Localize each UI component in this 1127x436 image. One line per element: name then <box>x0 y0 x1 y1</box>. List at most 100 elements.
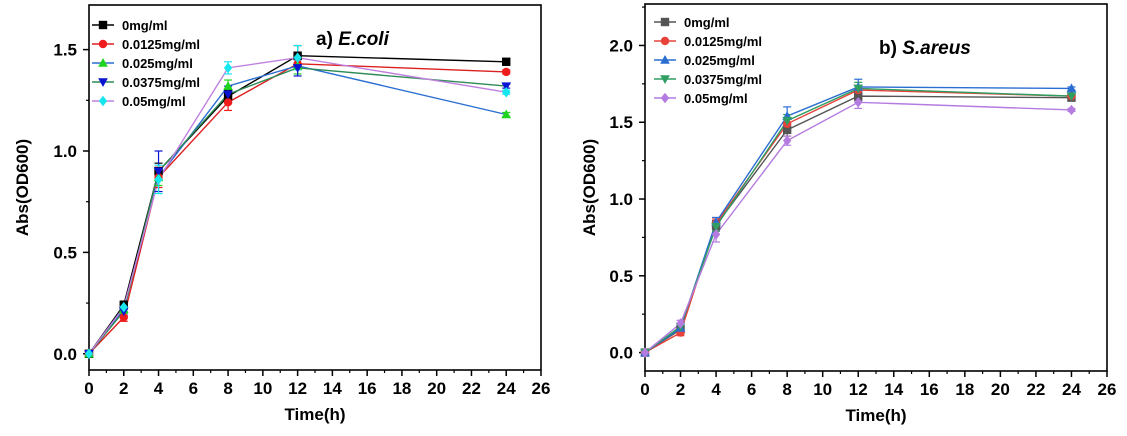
x-tick-label-ecoli: 6 <box>189 379 198 398</box>
y-tick-label-ecoli: 1.5 <box>53 41 77 60</box>
x-tick-label-saureus: 6 <box>747 380 756 399</box>
data-point-saureus <box>711 229 721 240</box>
x-tick-label-ecoli: 22 <box>462 379 481 398</box>
x-tick-label-saureus: 26 <box>1098 380 1117 399</box>
data-point-saureus <box>711 222 721 232</box>
data-point-ecoli <box>153 167 164 177</box>
data-point-saureus <box>782 125 792 135</box>
x-axis-title-saureus: Time(h) <box>845 406 906 425</box>
legend-marker-saureus <box>660 54 670 64</box>
data-point-saureus <box>1066 92 1077 102</box>
data-point-ecoli <box>501 82 512 92</box>
legend-marker-ecoli <box>98 57 108 67</box>
data-point-ecoli <box>84 348 94 360</box>
data-point-ecoli <box>154 174 163 185</box>
series-line-saureus <box>644 95 1072 354</box>
series-line-saureus <box>644 101 1072 354</box>
panel-title-ecoli: a) E.coli <box>316 29 390 50</box>
data-point-ecoli <box>293 52 302 63</box>
x-tick-label-ecoli: 14 <box>323 379 342 398</box>
data-point-ecoli <box>292 64 303 73</box>
legend-marker-saureus <box>660 92 670 104</box>
series-line-saureus <box>644 86 1072 354</box>
series-line-ecoli <box>88 57 507 355</box>
legend-marker-ecoli <box>98 39 108 49</box>
data-point-ecoli <box>502 86 511 98</box>
chart-saureus: 0 2 4 6 8 10 12 14 16 18 20 22 24 260.00.51.01.52.0Ti… <box>580 3 1117 425</box>
y-tick-label-ecoli: 1.0 <box>53 142 77 161</box>
legend-label-ecoli: 0.05mg/ml <box>122 94 186 109</box>
data-point-saureus <box>676 318 685 329</box>
x-tick-label-ecoli: 12 <box>288 379 307 398</box>
legend-label-ecoli: 0.025mg/ml <box>122 56 193 71</box>
x-tick-label-ecoli: 10 <box>253 379 272 398</box>
x-tick-label-saureus: 24 <box>1062 380 1081 399</box>
y-tick-label-saureus: 1.0 <box>609 190 633 209</box>
x-tick-label-saureus: 0 <box>640 380 649 399</box>
x-tick-label-saureus: 10 <box>813 380 832 399</box>
panel-letter-saureus: b) <box>879 38 902 59</box>
data-point-saureus <box>854 91 863 101</box>
series-line-ecoli <box>88 63 507 355</box>
x-tick-label-saureus: 2 <box>676 380 685 399</box>
data-point-ecoli <box>223 62 233 74</box>
data-point-ecoli <box>502 67 511 77</box>
x-tick-label-ecoli: 16 <box>358 379 377 398</box>
x-tick-label-saureus: 12 <box>849 380 868 399</box>
organism-name-saureus: S.areus <box>902 38 971 59</box>
data-point-ecoli <box>223 81 233 90</box>
data-point-ecoli <box>223 98 233 107</box>
legend-label-saureus: 0.0125mg/ml <box>684 34 762 49</box>
legend-label-saureus: 0.025mg/ml <box>684 53 755 68</box>
x-tick-label-saureus: 8 <box>782 380 791 399</box>
legend-label-ecoli: 0.0375mg/ml <box>122 75 200 90</box>
x-tick-label-saureus: 22 <box>1026 380 1045 399</box>
legend-marker-saureus <box>660 17 670 27</box>
x-tick-label-ecoli: 2 <box>119 379 128 398</box>
data-point-ecoli <box>502 57 511 66</box>
data-point-saureus <box>1066 83 1077 93</box>
legend-marker-ecoli <box>98 20 108 30</box>
legend-marker-ecoli <box>98 78 108 88</box>
legend-label-ecoli: 0.0125mg/ml <box>122 37 200 52</box>
chart-panel-ecoli: 0 2 4 6 8 10 12 14 16 18 20 22 24 26 0.0 0.5 1.0 1.5 Time(… <box>0 0 560 436</box>
legend-marker-saureus <box>660 75 670 85</box>
data-point-ecoli <box>501 109 512 119</box>
series-line-ecoli <box>88 67 507 355</box>
y-tick-label-ecoli: 0.5 <box>53 243 77 262</box>
data-point-saureus <box>1067 104 1076 116</box>
series-line-saureus <box>644 87 1072 354</box>
y-axis-title-saureus: Abs(OD600) <box>580 139 599 236</box>
y-tick-label-saureus: 1.5 <box>609 113 633 132</box>
chart-ecoli: 0 2 4 6 8 10 12 14 16 18 20 22 24 260.00.51.01.5Time(… <box>13 4 551 424</box>
x-axis-title-ecoli: Time(h) <box>284 405 345 424</box>
x-tick-label-saureus: 16 <box>920 380 939 399</box>
x-tick-label-ecoli: 8 <box>223 379 232 398</box>
x-tick-label-ecoli: 20 <box>427 379 446 398</box>
x-tick-label-ecoli: 26 <box>532 379 551 398</box>
y-axis-title-ecoli: Abs(OD600) <box>13 139 32 236</box>
data-point-saureus <box>782 116 792 126</box>
x-tick-label-ecoli: 0 <box>84 379 93 398</box>
legend-marker-ecoli <box>98 95 108 107</box>
x-tick-label-ecoli: 18 <box>392 379 411 398</box>
x-tick-label-ecoli: 4 <box>154 379 164 398</box>
y-tick-label-saureus: 0.5 <box>609 267 633 286</box>
x-tick-label-saureus: 20 <box>991 380 1010 399</box>
chart-panel-saureus: 0 2 4 6 8 10 12 14 16 18 20 22 24 26 0.0 0.5 1.0 1.5 2.0 Ti… <box>563 0 1127 436</box>
legend-label-ecoli: 0mg/ml <box>122 18 168 33</box>
x-tick-label-saureus: 14 <box>884 380 903 399</box>
legend-marker-saureus <box>660 36 670 46</box>
panel-letter-ecoli: a) <box>316 29 338 50</box>
x-tick-label-saureus: 4 <box>711 380 721 399</box>
x-tick-label-ecoli: 24 <box>497 379 516 398</box>
y-tick-label-saureus: 0.0 <box>609 344 633 363</box>
data-point-saureus <box>853 84 864 94</box>
data-point-ecoli <box>223 90 233 100</box>
x-tick-label-saureus: 18 <box>955 380 974 399</box>
organism-name-ecoli: E.coli <box>338 29 389 50</box>
data-point-ecoli <box>119 313 128 322</box>
legend-label-saureus: 0.05mg/ml <box>684 91 748 106</box>
legend-label-saureus: 0mg/ml <box>684 15 730 30</box>
series-line-ecoli <box>88 65 507 355</box>
